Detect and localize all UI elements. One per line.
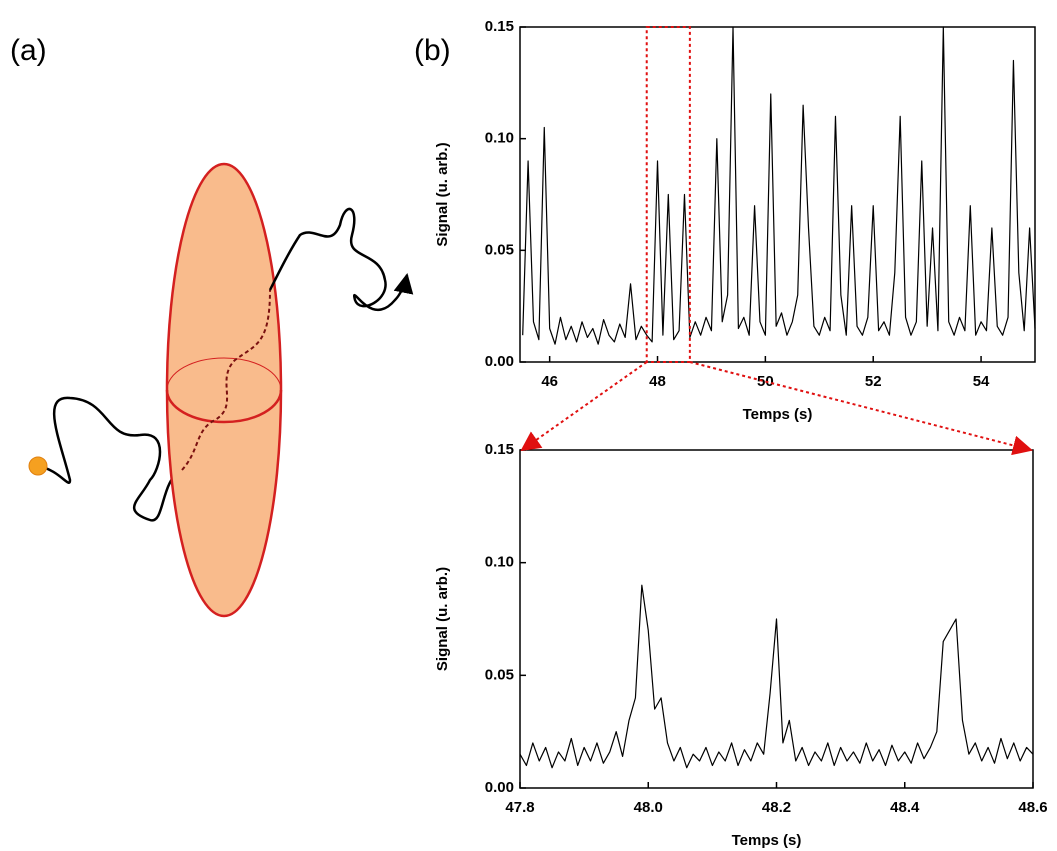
x-tick-label: 46: [541, 373, 558, 390]
panel-label: (a): [10, 34, 47, 67]
signal-line: [522, 26, 1036, 345]
x-tick-label: 47.8: [505, 799, 534, 816]
x-tick-label: 48.2: [762, 799, 791, 816]
y-axis-label: Signal (u. arb.): [434, 142, 451, 246]
x-tick-label: 48: [649, 373, 666, 390]
y-tick-label: 0.00: [485, 353, 514, 370]
zoom-arrow: [520, 361, 648, 452]
y-tick-label: 0.15: [485, 441, 514, 458]
x-tick-label: 48.0: [634, 799, 663, 816]
y-tick-label: 0.05: [485, 666, 514, 683]
x-tick-label: 50: [757, 373, 774, 390]
y-tick-label: 0.10: [485, 130, 514, 147]
zoom-box: [645, 26, 691, 363]
x-tick-label: 48.6: [1018, 799, 1047, 816]
panel-label: (b): [414, 34, 451, 67]
plot-frame: [519, 26, 1036, 363]
x-tick-label: 48.4: [890, 799, 920, 816]
x-axis-label: Temps (s): [743, 406, 813, 423]
pore-diagram: [28, 162, 414, 618]
y-tick-label: 0.05: [485, 241, 514, 258]
y-tick-label: 0.00: [485, 779, 514, 796]
zoom-arrow: [689, 361, 1033, 456]
x-tick-label: 54: [973, 373, 990, 390]
y-tick-label: 0.10: [485, 554, 514, 571]
x-axis-label: Temps (s): [732, 832, 802, 849]
y-axis-label: Signal (u. arb.): [434, 567, 451, 671]
y-tick-label: 0.15: [485, 18, 514, 35]
signal-line: [519, 584, 1034, 769]
x-tick-label: 52: [865, 373, 882, 390]
